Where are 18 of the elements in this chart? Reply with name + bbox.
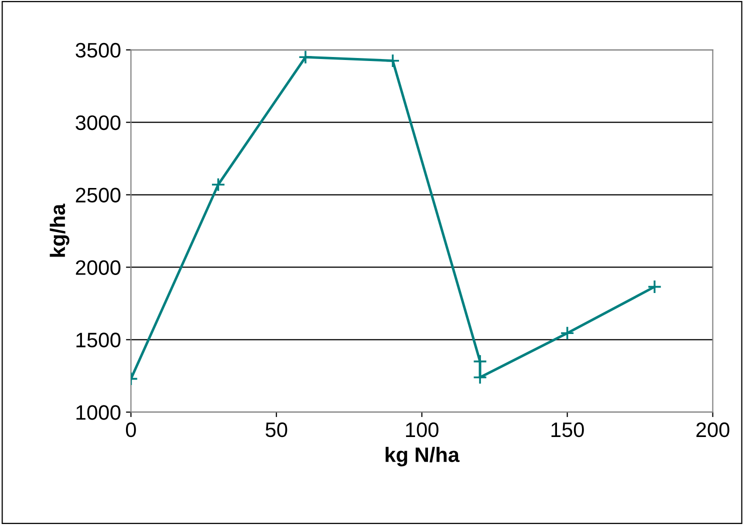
point <box>386 54 400 68</box>
y-tick-label: 2000 <box>76 260 120 275</box>
x-tick-label: 50 <box>266 422 288 438</box>
y-tick-label: 1000 <box>76 405 120 420</box>
point <box>647 280 662 294</box>
point <box>211 177 226 192</box>
x-tick-label: 0 <box>126 422 136 438</box>
y-tick-label: 3000 <box>76 115 120 130</box>
x-tick-label: 150 <box>552 422 584 438</box>
y-tick-label: 2500 <box>76 188 120 203</box>
y-tick-label: 1500 <box>76 332 120 348</box>
point <box>298 50 313 64</box>
x-axis-title: kg N/ha <box>386 446 460 466</box>
y-tick-label: 3500 <box>76 42 120 58</box>
x-tick-label: 100 <box>406 422 438 438</box>
y-axis-title: kg/ha <box>50 204 70 257</box>
point <box>560 326 574 340</box>
x-tick-label: 200 <box>696 422 730 438</box>
